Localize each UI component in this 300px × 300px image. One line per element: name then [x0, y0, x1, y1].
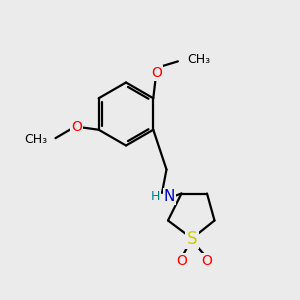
Text: O: O [151, 66, 162, 80]
Text: H: H [150, 190, 160, 203]
Text: S: S [187, 230, 197, 247]
Text: CH₃: CH₃ [24, 134, 47, 146]
Text: O: O [176, 254, 187, 268]
Text: O: O [71, 120, 82, 134]
Text: O: O [202, 254, 212, 268]
Text: CH₃: CH₃ [187, 53, 210, 66]
Text: N: N [164, 189, 175, 204]
